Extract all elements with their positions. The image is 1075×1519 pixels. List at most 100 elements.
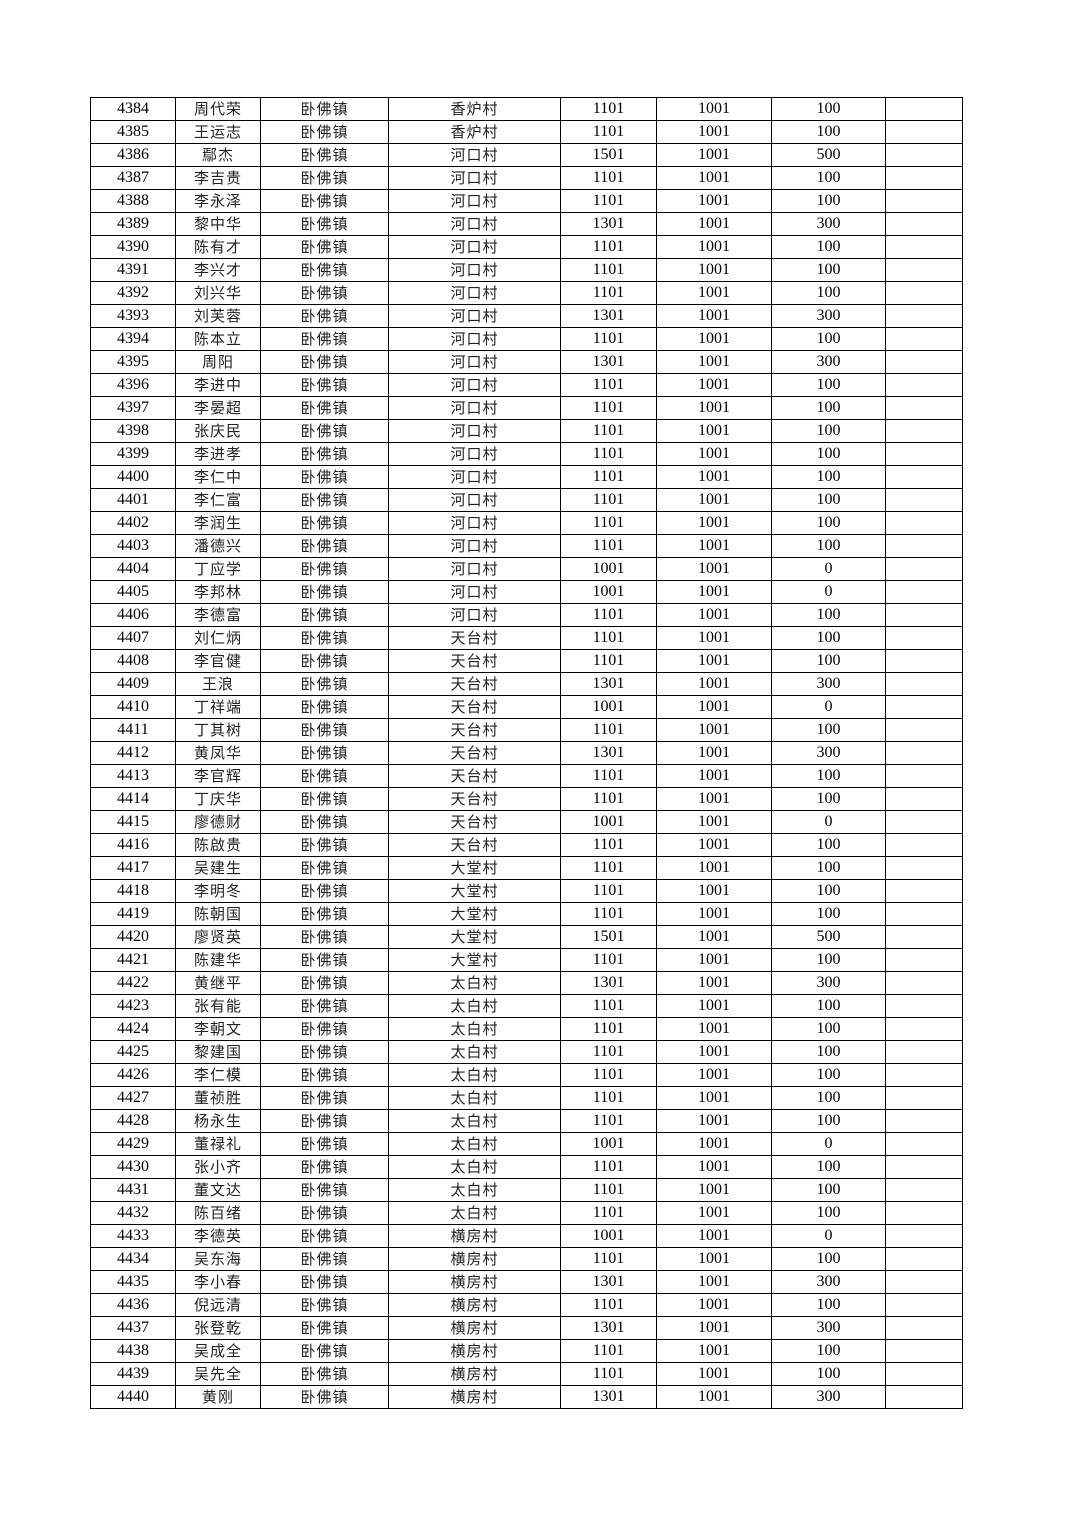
code-cell: 1101 [560,396,657,420]
code-cell: 1101 [560,856,657,880]
row-number-cell: 4419 [90,902,176,926]
village-cell: 天台村 [388,649,561,673]
village-cell: 太白村 [388,1063,561,1087]
town-cell: 卧佛镇 [260,212,389,236]
code-2-cell: 1001 [656,534,772,558]
code-cell: 1101 [560,1040,657,1064]
table-row: 4419 陈朝国 卧佛镇 大堂村 1101 1001 100 [90,902,963,926]
village-cell: 太白村 [388,1201,561,1225]
person-name-cell: 杨永生 [175,1109,261,1133]
remark-cell [885,534,963,558]
code-cell: 1101 [560,879,657,903]
town-cell: 卧佛镇 [260,465,389,489]
row-number-cell: 4393 [90,304,176,328]
village-cell: 河口村 [388,350,561,374]
code-2-cell: 1001 [656,281,772,305]
person-name-cell: 廖贤英 [175,925,261,949]
amount-cell: 100 [771,373,886,397]
amount-cell: 300 [771,212,886,236]
row-number-cell: 4438 [90,1339,176,1363]
amount-cell: 100 [771,1017,886,1041]
row-number-cell: 4400 [90,465,176,489]
amount-cell: 100 [771,603,886,627]
remark-cell [885,718,963,742]
person-name-cell: 李永泽 [175,189,261,213]
row-number-cell: 4402 [90,511,176,535]
code-2-cell: 1001 [656,626,772,650]
remark-cell [885,695,963,719]
table-row: 4422 黄继平 卧佛镇 太白村 1301 1001 300 [90,971,963,995]
town-cell: 卧佛镇 [260,695,389,719]
person-name-cell: 廖德财 [175,810,261,834]
amount-cell: 100 [771,189,886,213]
code-2-cell: 1001 [656,833,772,857]
table-row: 4399 李进孝 卧佛镇 河口村 1101 1001 100 [90,442,963,466]
row-number-cell: 4424 [90,1017,176,1041]
code-2-cell: 1001 [656,120,772,144]
village-cell: 太白村 [388,1132,561,1156]
village-cell: 河口村 [388,603,561,627]
code-cell: 1101 [560,1063,657,1087]
remark-cell [885,1063,963,1087]
amount-cell: 100 [771,442,886,466]
code-2-cell: 1001 [656,1293,772,1317]
town-cell: 卧佛镇 [260,488,389,512]
code-cell: 1101 [560,649,657,673]
person-name-cell: 鄢杰 [175,143,261,167]
code-cell: 1101 [560,488,657,512]
remark-cell [885,833,963,857]
code-cell: 1101 [560,511,657,535]
person-name-cell: 陈建华 [175,948,261,972]
town-cell: 卧佛镇 [260,442,389,466]
village-cell: 河口村 [388,511,561,535]
remark-cell [885,97,963,121]
remark-cell [885,787,963,811]
town-cell: 卧佛镇 [260,971,389,995]
person-name-cell: 李官健 [175,649,261,673]
code-cell: 1101 [560,1086,657,1110]
table-row: 4412 黄凤华 卧佛镇 天台村 1301 1001 300 [90,741,963,765]
town-cell: 卧佛镇 [260,1293,389,1317]
village-cell: 天台村 [388,741,561,765]
code-2-cell: 1001 [656,856,772,880]
person-name-cell: 黄刚 [175,1385,261,1409]
remark-cell [885,856,963,880]
remark-cell [885,649,963,673]
remark-cell [885,1201,963,1225]
amount-cell: 100 [771,1293,886,1317]
table-row: 4400 李仁中 卧佛镇 河口村 1101 1001 100 [90,465,963,489]
person-name-cell: 王浪 [175,672,261,696]
village-cell: 天台村 [388,695,561,719]
table-row: 4404 丁应学 卧佛镇 河口村 1001 1001 0 [90,557,963,581]
village-cell: 天台村 [388,764,561,788]
code-2-cell: 1001 [656,189,772,213]
remark-cell [885,603,963,627]
remark-cell [885,419,963,443]
code-cell: 1301 [560,741,657,765]
table-row: 4384 周代荣 卧佛镇 香炉村 1101 1001 100 [90,97,963,121]
code-2-cell: 1001 [656,1224,772,1248]
remark-cell [885,396,963,420]
code-cell: 1101 [560,603,657,627]
amount-cell: 100 [771,97,886,121]
remark-cell [885,166,963,190]
person-name-cell: 张有能 [175,994,261,1018]
amount-cell: 0 [771,1132,886,1156]
village-cell: 太白村 [388,1155,561,1179]
person-name-cell: 吴成全 [175,1339,261,1363]
code-cell: 1101 [560,258,657,282]
table-row: 4387 李吉贵 卧佛镇 河口村 1101 1001 100 [90,166,963,190]
row-number-cell: 4394 [90,327,176,351]
remark-cell [885,350,963,374]
remark-cell [885,258,963,282]
village-cell: 太白村 [388,994,561,1018]
row-number-cell: 4430 [90,1155,176,1179]
amount-cell: 100 [771,488,886,512]
row-number-cell: 4428 [90,1109,176,1133]
code-cell: 1101 [560,1109,657,1133]
code-2-cell: 1001 [656,304,772,328]
table-row: 4409 王浪 卧佛镇 天台村 1301 1001 300 [90,672,963,696]
village-cell: 太白村 [388,1017,561,1041]
amount-cell: 100 [771,948,886,972]
row-number-cell: 4425 [90,1040,176,1064]
